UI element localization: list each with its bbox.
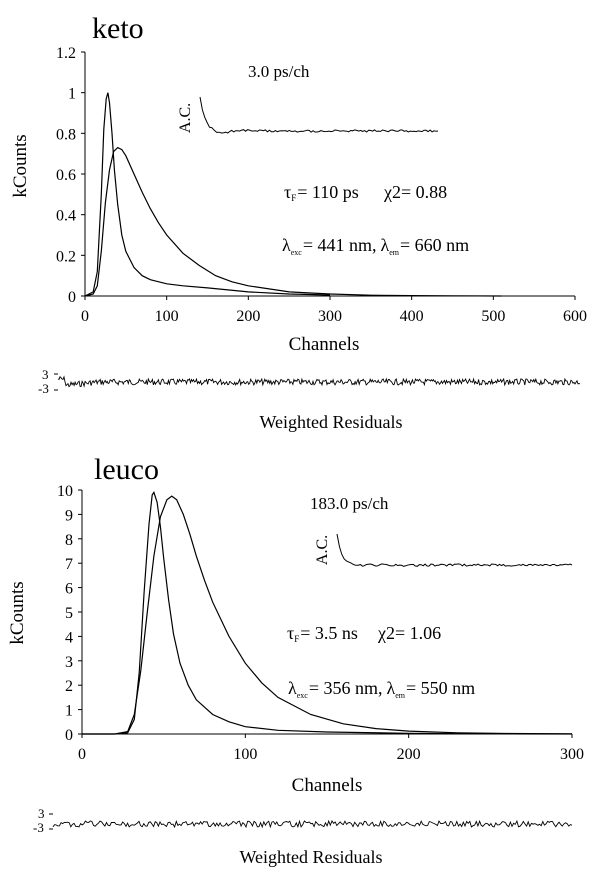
keto-x-tick-label: 200 [236,308,260,325]
keto-em-value: = 660 nm [400,235,469,255]
keto-residual-line [58,377,580,387]
leuco-residual-trace [53,821,572,827]
leuco-y-tick-label: 2 [65,678,73,695]
leuco-x-ticks: 0 100 200 300 [78,734,584,763]
leuco-residuals-label: Weighted Residuals [239,847,382,867]
leuco-y-tick-label: 7 [65,556,73,573]
leuco-y-tick-label: 0 [65,727,73,744]
keto-x-tick-label: 400 [400,308,424,325]
leuco-residual-line [53,821,572,827]
keto-inset-trace [200,97,438,133]
keto-x-tick-label: 500 [481,308,505,325]
keto-lambda-em-symbol: λ [381,235,390,255]
leuco-tau-sub: F [294,634,299,644]
keto-y-tick-label: 0.6 [56,167,76,184]
keto-channel-width: 3.0 ps/ch [248,62,310,81]
leuco-tau-annotation: τF= 3.5 ns [287,623,358,644]
keto-residual-tick-top: 3 [42,367,49,382]
leuco-x-tick-label: 100 [233,746,257,763]
leuco-x-tick-label: 300 [560,746,584,763]
keto-panel: keto 3.0 ps/ch kCounts 0 0.2 0.4 0.6 0.8 1 1.2… [10,12,587,432]
keto-exc-value: = 441 nm, [303,235,377,255]
leuco-y-tick-label: 3 [65,654,73,671]
keto-y-tick-label: 0.4 [56,208,76,225]
leuco-x-axis-label: Channels [292,775,363,796]
keto-inset-label: A.C. [177,103,194,133]
leuco-lambda-exc-symbol: λ [288,678,297,698]
leuco-x-tick-label: 0 [78,746,86,763]
leuco-y-axis-label: kCounts [7,581,28,644]
leuco-y-tick-label: 5 [65,605,73,622]
leuco-inset-label: A.C. [314,535,331,565]
keto-y-tick-label: 0 [68,289,76,306]
leuco-y-tick-label: 9 [65,507,73,524]
keto-residual-tick-bottom: -3 [38,381,49,396]
keto-lambda-exc-symbol: λ [282,235,291,255]
keto-tau-annotation: τF= 110 ps [284,182,359,203]
keto-x-tick-label: 300 [318,308,342,325]
keto-x-tick-label: 600 [563,308,587,325]
keto-y-tick-label: 0.2 [56,248,76,265]
keto-y-tick-label: 0.8 [56,126,76,143]
keto-tau-value: = 110 ps [297,182,359,202]
leuco-channel-width: 183.0 ps/ch [310,494,389,513]
leuco-tau-symbol: τ [287,623,294,643]
leuco-em-sub: em [395,691,406,700]
leuco-exc-sub: exc [297,691,309,700]
leuco-lambda-annotation: λexc= 356 nm,λem= 550 nm [288,678,475,700]
keto-series-line-2 [85,148,502,296]
leuco-lambda-em-symbol: λ [387,678,396,698]
leuco-y-ticks: 0 1 2 3 4 5 6 7 8 9 10 [57,483,82,744]
leuco-y-tick-label: 1 [65,703,73,720]
leuco-inset-line [337,534,572,566]
leuco-y-tick-label: 4 [65,629,73,646]
leuco-y-tick-label: 10 [57,483,73,500]
leuco-em-value: = 550 nm [406,678,475,698]
leuco-inset-trace [337,534,572,566]
keto-y-tick-label: 1 [68,86,76,103]
keto-x-ticks: 0 100 200 300 400 500 600 [81,296,587,325]
keto-tau-sub: F [291,193,296,203]
leuco-y-tick-label: 6 [65,581,73,598]
keto-y-axis-label: kCounts [10,134,31,197]
leuco-tau-value: = 3.5 ns [300,623,358,643]
leuco-chi-annotation: χ2= 1.06 [377,623,441,643]
keto-lambda-annotation: λexc= 441 nm,λem= 660 nm [282,235,469,257]
leuco-series-line-2 [82,496,572,734]
leuco-exc-value: = 356 nm, [309,678,383,698]
keto-y-ticks: 0 0.2 0.4 0.6 0.8 1 1.2 [56,45,85,306]
keto-panel-title: keto [92,12,144,45]
keto-tau-symbol: τ [284,182,291,202]
keto-inset-line [200,97,438,133]
keto-chi-annotation: χ2= 0.88 [383,182,447,202]
leuco-residual-tick-bottom: -3 [33,820,44,835]
keto-y-tick-label: 1.2 [56,45,76,62]
keto-exc-sub: exc [291,248,303,257]
leuco-y-tick-label: 8 [65,532,73,549]
leuco-residual-tick-top: 3 [38,806,45,821]
keto-x-tick-label: 100 [155,308,179,325]
keto-residual-trace [58,377,580,387]
leuco-panel-title: leuco [94,453,159,486]
keto-residuals-label: Weighted Residuals [259,412,402,432]
keto-x-tick-label: 0 [81,308,89,325]
keto-x-axis-label: Channels [289,334,360,355]
leuco-panel: leuco 183.0 ps/ch kCounts 0 1 2 3 4 5 6 7 8 9 10 0… [7,453,584,867]
leuco-x-tick-label: 200 [397,746,421,763]
keto-em-sub: em [389,248,400,257]
